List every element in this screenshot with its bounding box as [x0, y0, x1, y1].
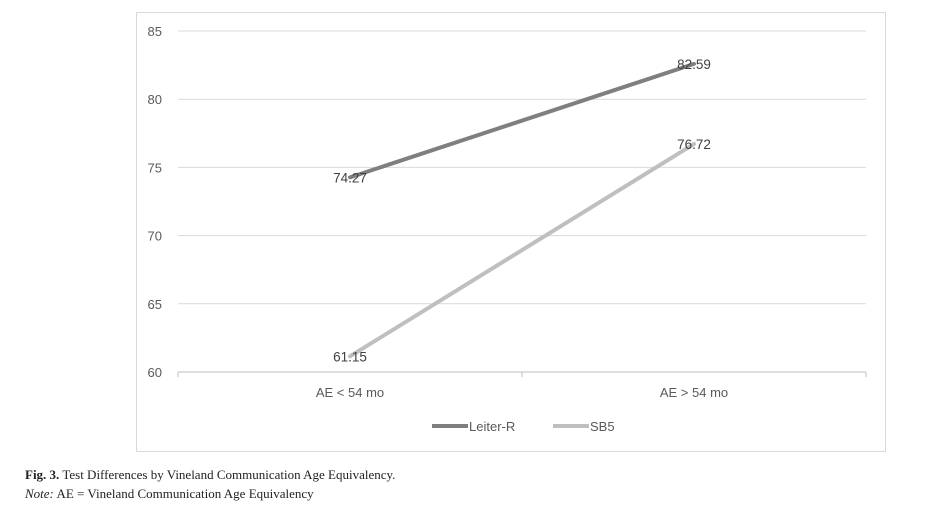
data-labels: 74.27 82.59 61.15 76.72	[333, 57, 711, 364]
figure-label: Fig. 3.	[25, 467, 60, 482]
chart-frame	[136, 12, 886, 452]
y-tick-label: 60	[148, 365, 162, 380]
series-line-sb5	[348, 141, 696, 359]
x-tick-label: AE > 54 mo	[660, 385, 728, 400]
x-axis: AE < 54 mo AE > 54 mo	[177, 371, 867, 400]
legend-label: SB5	[590, 419, 615, 434]
gridlines	[178, 30, 866, 305]
y-tick-label: 75	[148, 160, 162, 175]
y-tick-label: 80	[148, 92, 162, 107]
y-tick-label: 85	[148, 24, 162, 39]
x-tick-label: AE < 54 mo	[316, 385, 384, 400]
y-tick-label: 65	[148, 297, 162, 312]
figure-note: Note: AE = Vineland Communication Age Eq…	[25, 486, 314, 502]
data-label: 82.59	[677, 57, 711, 72]
note-label: Note:	[25, 486, 54, 501]
series-lines	[348, 61, 696, 359]
data-label: 76.72	[677, 137, 711, 152]
data-label: 74.27	[333, 170, 367, 185]
data-label: 61.15	[333, 349, 367, 364]
legend-label: Leiter-R	[469, 419, 515, 434]
figure-caption: Fig. 3. Test Differences by Vineland Com…	[25, 467, 395, 483]
series-line-leiter-r	[348, 61, 696, 180]
note-text: AE = Vineland Communication Age Equivale…	[56, 486, 314, 501]
y-axis-ticks: 85 80 75 70 65 60	[148, 24, 162, 380]
figure-caption-text: Test Differences by Vineland Communicati…	[62, 467, 396, 482]
legend: Leiter-R SB5	[432, 419, 615, 434]
y-tick-label: 70	[148, 229, 162, 244]
